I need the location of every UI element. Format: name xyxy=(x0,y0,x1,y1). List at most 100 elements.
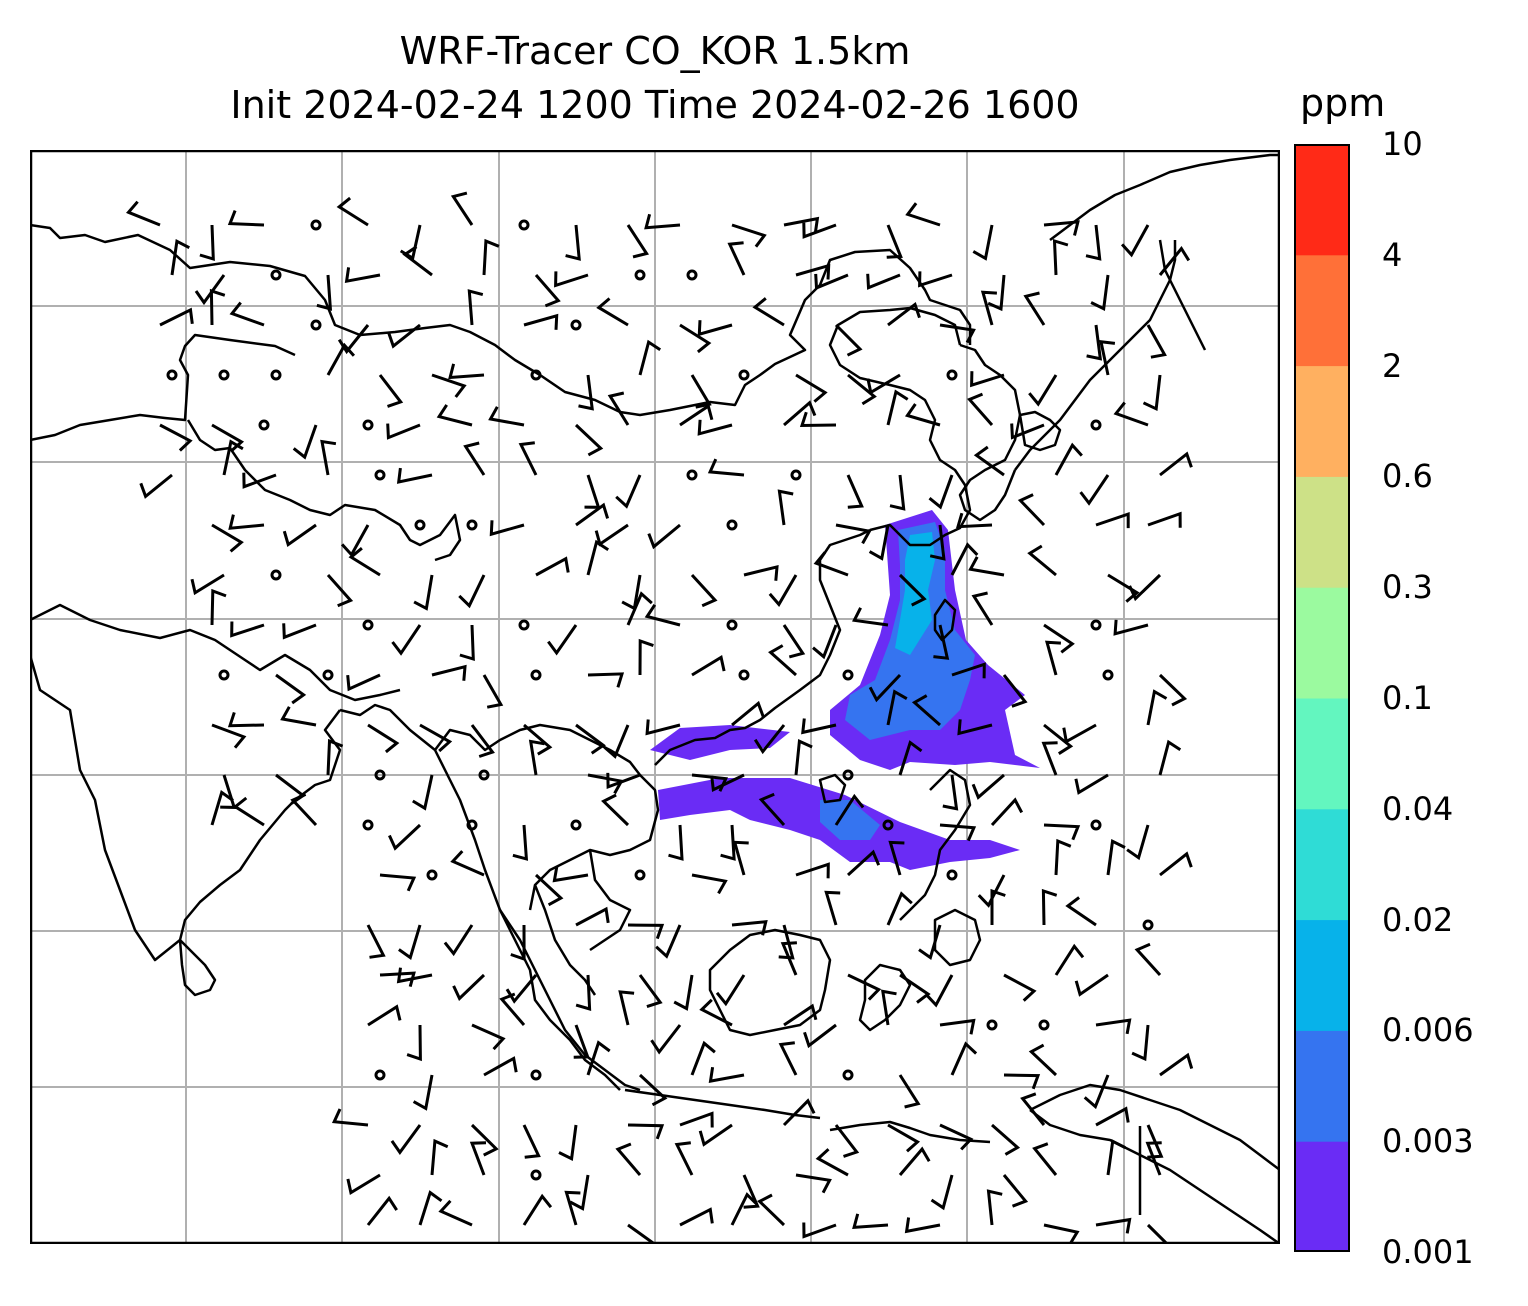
calm-wind-marker xyxy=(374,769,386,781)
wind-barbs xyxy=(125,191,1194,1244)
colorbar-band xyxy=(1294,365,1350,477)
wind-barb xyxy=(939,823,977,842)
wind-barb xyxy=(889,474,906,511)
wind-barb xyxy=(1086,324,1103,361)
wind-barb xyxy=(1041,741,1058,776)
wind-barb xyxy=(1043,1223,1080,1244)
wind-barb xyxy=(955,512,993,529)
wind-barb xyxy=(275,673,307,705)
wind-barb xyxy=(346,673,381,692)
calm-wind-marker xyxy=(530,1069,542,1081)
wind-barb xyxy=(292,424,318,460)
wind-barb xyxy=(232,796,265,827)
wind-barb xyxy=(488,406,525,427)
wind-barb xyxy=(211,723,247,749)
calm-wind-marker xyxy=(634,269,646,281)
wind-barb xyxy=(601,793,630,827)
lesser-sunda xyxy=(829,1120,991,1144)
wind-barb xyxy=(227,711,265,728)
wind-barb xyxy=(973,445,1005,477)
colorbar-band xyxy=(1294,698,1350,810)
wind-barb xyxy=(396,967,433,984)
wind-barb xyxy=(795,1173,832,1194)
calm-wind-marker xyxy=(374,469,386,481)
wind-barb xyxy=(980,290,997,326)
calm-wind-marker xyxy=(518,619,530,631)
wind-barb xyxy=(336,196,369,227)
calm-wind-marker xyxy=(166,369,178,381)
wind-barb xyxy=(928,474,954,510)
colorbar-band xyxy=(1294,808,1350,921)
wind-barb xyxy=(346,1173,381,1195)
calm-wind-marker xyxy=(842,1069,854,1081)
wind-barb xyxy=(957,719,993,736)
wind-barb xyxy=(459,624,475,662)
calm-wind-marker xyxy=(1102,669,1114,681)
wind-barb xyxy=(966,392,994,426)
wind-barb xyxy=(1120,224,1150,258)
wind-barb xyxy=(690,573,718,608)
map-border xyxy=(30,150,1280,1244)
wind-barb xyxy=(552,866,589,883)
wind-barb xyxy=(990,797,1024,827)
wind-barb xyxy=(535,556,570,577)
wind-barb xyxy=(768,574,798,607)
colorbar-band xyxy=(1294,587,1350,699)
calm-wind-marker xyxy=(414,519,426,531)
wind-barb xyxy=(390,1124,422,1155)
wind-barb xyxy=(1052,238,1069,276)
wind-barb xyxy=(210,789,234,826)
wind-barb xyxy=(627,923,665,940)
wind-barb xyxy=(679,1111,714,1128)
wind-barb xyxy=(275,773,306,805)
wind-barb xyxy=(1043,823,1081,841)
wind-barb xyxy=(977,874,1006,908)
chart-title-line-1: WRF-Tracer CO_KOR 1.5km xyxy=(399,29,911,73)
wind-barb xyxy=(812,624,838,660)
wind-barb xyxy=(720,824,736,861)
wind-barb xyxy=(951,662,986,679)
calm-wind-marker xyxy=(842,769,854,781)
wind-barb xyxy=(603,724,630,759)
wind-barb xyxy=(1074,973,1109,997)
co-tracer-plume xyxy=(650,510,1040,870)
wind-barb xyxy=(679,403,714,427)
kazakhstan-border xyxy=(30,333,296,442)
wind-barb xyxy=(743,564,779,581)
wind-barb xyxy=(1159,851,1193,877)
wind-barb xyxy=(242,472,277,489)
wind-barb xyxy=(795,263,831,280)
wind-barb xyxy=(1159,451,1193,477)
wind-barb xyxy=(690,1040,716,1076)
wind-barb xyxy=(1158,673,1188,707)
wind-barb xyxy=(210,588,227,626)
wind-barb xyxy=(391,624,422,656)
calm-wind-marker xyxy=(362,619,374,631)
wind-barb xyxy=(448,363,485,380)
calm-wind-marker xyxy=(466,819,478,831)
hainan xyxy=(818,773,847,804)
wind-barb xyxy=(290,793,318,827)
wind-barb xyxy=(326,342,356,376)
wind-barb xyxy=(558,1124,578,1161)
wind-barb xyxy=(727,241,746,276)
colorbar-band xyxy=(1294,254,1350,367)
colorbar-tick-label: 0.1 xyxy=(1382,679,1433,717)
wind-barb xyxy=(618,990,635,1026)
wind-barb xyxy=(898,573,927,607)
wind-barb xyxy=(387,323,421,349)
wind-barb xyxy=(627,1123,665,1140)
wind-barb xyxy=(606,772,641,790)
wind-barb xyxy=(950,1041,978,1076)
wind-barb xyxy=(1131,1024,1150,1062)
wind-barb xyxy=(886,891,913,926)
wind-barb xyxy=(564,1190,581,1226)
wind-barb xyxy=(1017,493,1046,527)
wind-barb xyxy=(990,888,1006,925)
wind-barb xyxy=(326,574,354,608)
wind-barb xyxy=(1028,374,1058,407)
wind-barb xyxy=(431,664,467,681)
calm-wind-marker xyxy=(842,669,854,681)
wind-barb xyxy=(1146,324,1167,359)
wind-barb xyxy=(645,719,681,736)
